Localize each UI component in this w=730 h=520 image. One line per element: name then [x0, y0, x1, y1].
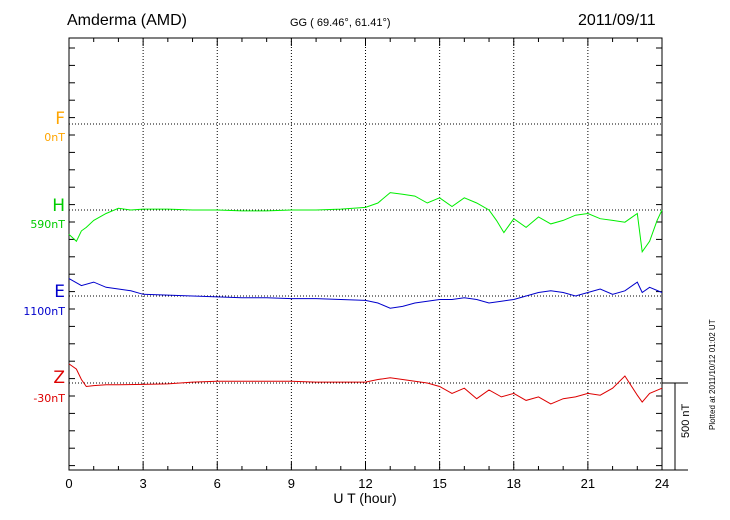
baseline-H: 590nT [30, 218, 65, 231]
x-tick-label: 21 [581, 476, 595, 491]
coords-label: GG ( 69.46°, 61.41°) [290, 17, 391, 29]
x-tick-label: 9 [288, 476, 295, 491]
x-tick-label: 18 [507, 476, 521, 491]
scale-bar-label: 500 nT [680, 403, 692, 438]
series-lines [68, 192, 663, 405]
baseline-F: 0nT [44, 131, 65, 144]
plotted-at-note: Plotted at 2011/10/12 01:02 UT [708, 319, 717, 430]
x-axis-label: U T (hour) [333, 490, 396, 506]
date-label: 2011/09/11 [578, 12, 656, 29]
station-title: Amderma (AMD) [67, 12, 188, 29]
label-H: H [52, 196, 65, 216]
x-tick-labels: 0 3 6 9 12 15 18 21 24 [65, 476, 669, 491]
label-E: E [54, 282, 65, 302]
x-tick-label: 12 [358, 476, 372, 491]
baseline-E: 1100nT [23, 305, 65, 318]
baseline-Z: -30nT [33, 392, 65, 405]
x-tick-label: 6 [214, 476, 221, 491]
x-tick-label: 0 [65, 476, 72, 491]
series-line-E [68, 278, 663, 309]
grid [69, 38, 662, 470]
axis-ticks [68, 38, 663, 470]
series-line-Z [68, 363, 663, 405]
x-tick-label: 3 [140, 476, 147, 491]
x-tick-label: 15 [432, 476, 446, 491]
label-F: F [55, 109, 65, 129]
label-Z: Z [53, 368, 65, 388]
x-tick-label: 24 [655, 476, 669, 491]
series-line-H [68, 192, 663, 254]
